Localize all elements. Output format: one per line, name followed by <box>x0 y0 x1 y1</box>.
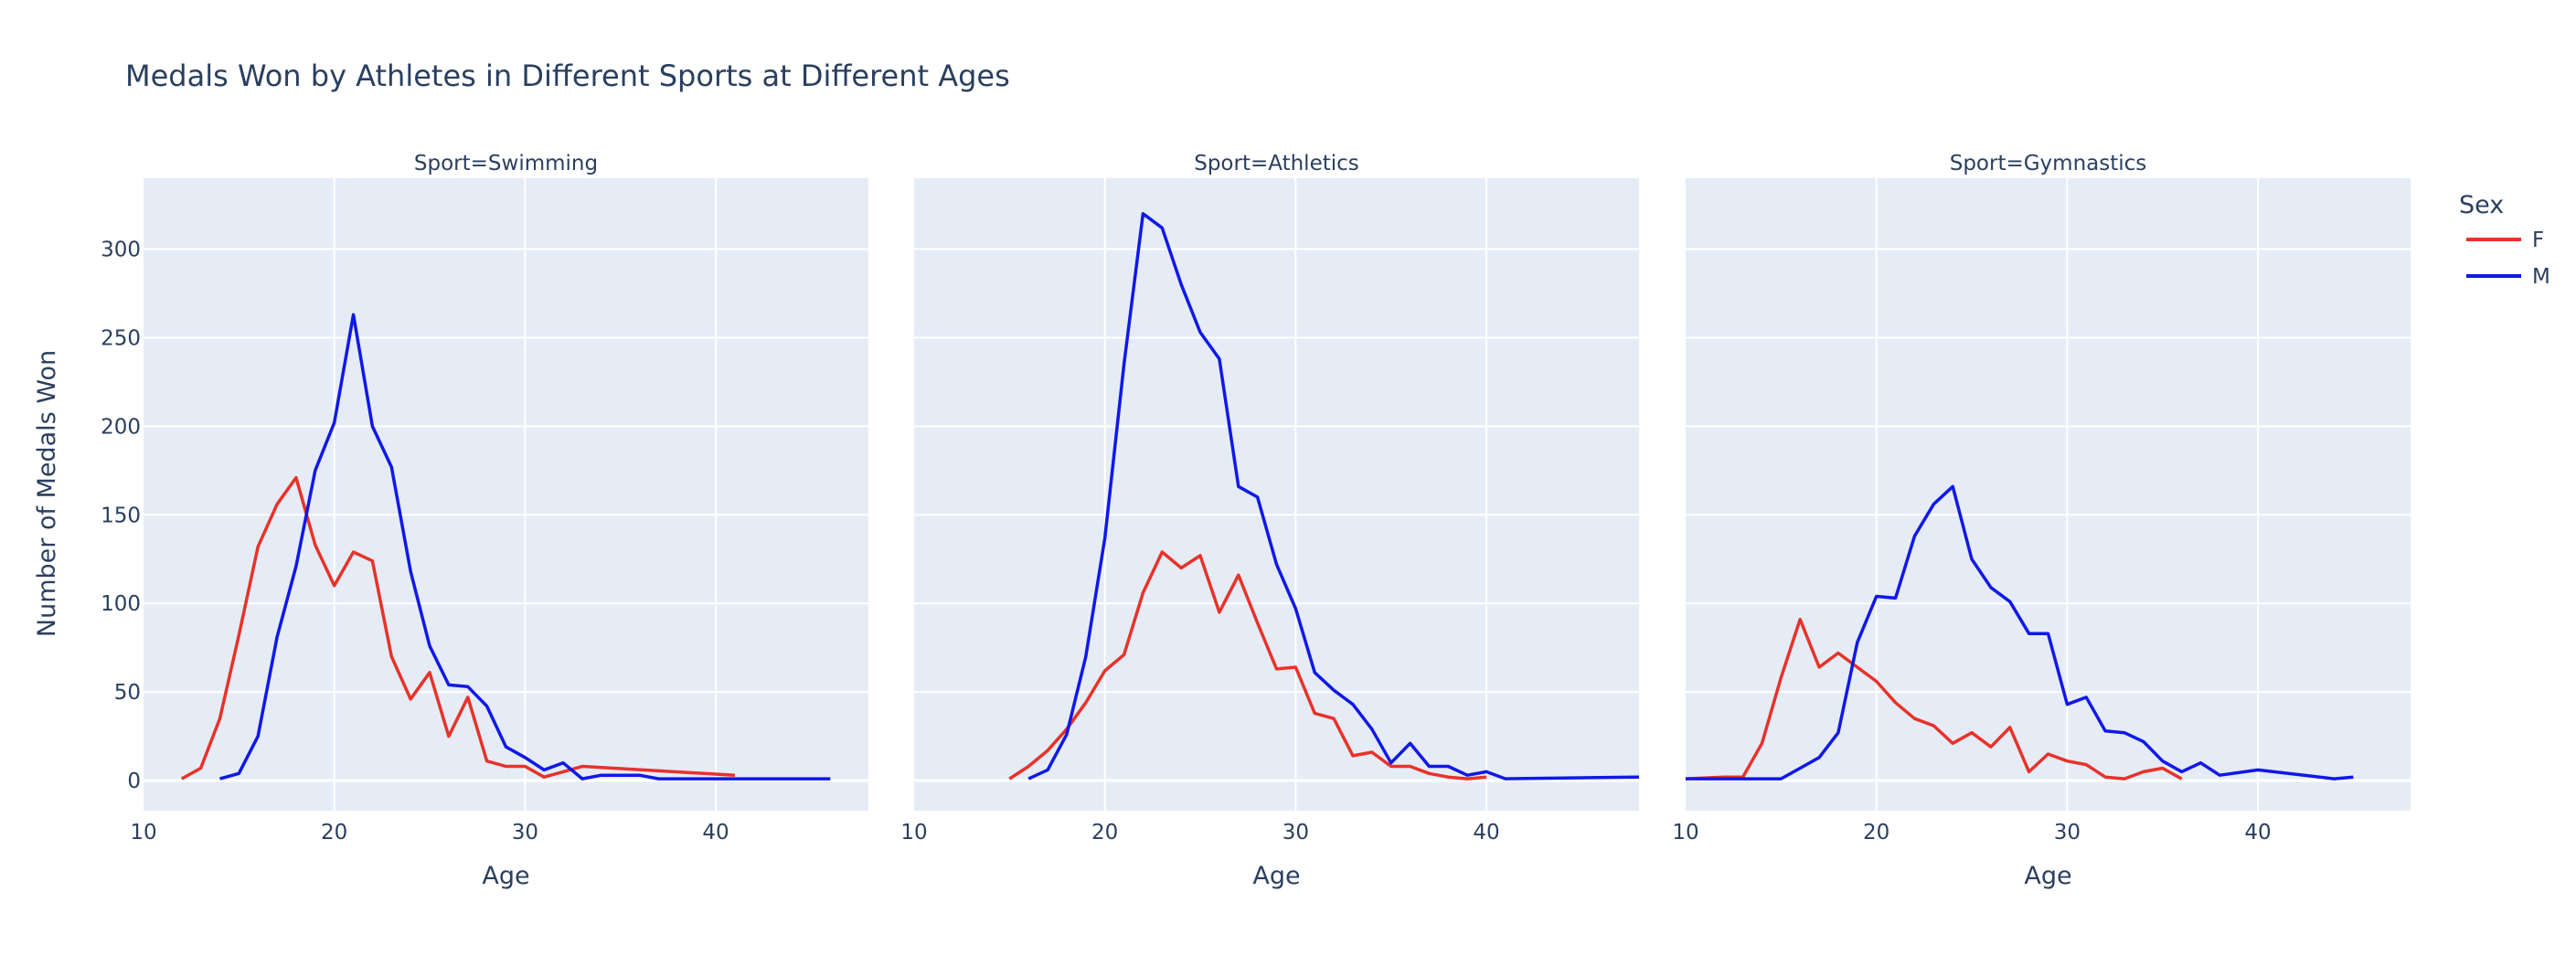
x-tick-label: 20 <box>1091 821 1118 844</box>
legend: Sex F M <box>2459 191 2550 289</box>
legend-title: Sex <box>2459 191 2504 219</box>
x-axis-label: Age <box>2024 862 2071 890</box>
x-tick-label: 40 <box>702 821 729 844</box>
panel-1: Sport=Swimming 10 20 30 40 Age 0 50 100 150 200 250… <box>101 152 868 890</box>
series-line-m <box>1027 212 1640 781</box>
series-line-m <box>219 313 831 781</box>
plot-background <box>914 178 1639 811</box>
x-axis-label: Age <box>1252 862 1300 890</box>
x-tick-label: 10 <box>900 821 927 844</box>
legend-label-f: F <box>2532 228 2544 252</box>
y-tick-label: 100 <box>101 592 141 616</box>
x-tick-label: 40 <box>2244 821 2271 844</box>
legend-item-m[interactable]: M <box>2466 265 2550 289</box>
x-tick-label: 30 <box>1283 821 1309 844</box>
y-tick-label: 150 <box>101 504 141 527</box>
y-axis-label: Number of Medals Won <box>33 350 61 637</box>
legend-label-m: M <box>2532 265 2550 289</box>
chart-title: Medals Won by Athletes in Different Spor… <box>125 58 1010 93</box>
y-tick-label: 50 <box>114 681 141 705</box>
panel-3: Sport=Gymnastics 10 20 30 40 Age <box>1672 152 2411 890</box>
series-line-m <box>1686 484 2354 781</box>
series-line-f <box>1685 617 2183 781</box>
y-tick-label: 200 <box>101 415 141 439</box>
series-line-f <box>1008 550 1487 781</box>
x-tick-label: 10 <box>130 821 156 844</box>
panel-2: Sport=Athletics 10 20 30 40 Age <box>900 152 1640 890</box>
chart-panels: Sport=Swimming 10 20 30 40 Age 0 50 100 150 200 250… <box>101 152 2411 890</box>
x-tick-label: 30 <box>2054 821 2081 844</box>
panel-title: Sport=Swimming <box>414 152 598 175</box>
x-tick-label: 10 <box>1672 821 1698 844</box>
panel-title: Sport=Gymnastics <box>1950 152 2147 175</box>
x-tick-label: 20 <box>1863 821 1889 844</box>
plot-background <box>1686 178 2411 811</box>
panel-title: Sport=Athletics <box>1194 152 1359 175</box>
x-tick-label: 30 <box>512 821 538 844</box>
series-line-f <box>180 475 736 781</box>
legend-item-f[interactable]: F <box>2466 228 2544 252</box>
plot-background <box>144 178 868 811</box>
y-tick-label: 300 <box>101 239 141 262</box>
x-tick-label: 20 <box>321 821 347 844</box>
y-tick-label: 0 <box>127 770 141 793</box>
x-axis-label: Age <box>482 862 529 890</box>
x-tick-label: 40 <box>1473 821 1499 844</box>
y-tick-label: 250 <box>101 326 141 350</box>
